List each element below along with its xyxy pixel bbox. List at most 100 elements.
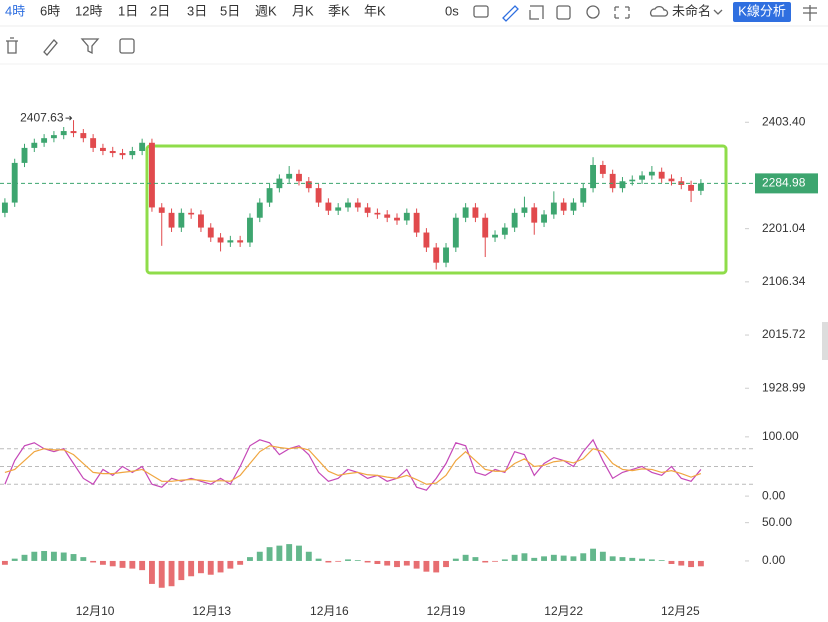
candle-body xyxy=(99,147,106,151)
candle-body xyxy=(315,188,322,203)
histogram-bar xyxy=(492,560,498,562)
histogram-bar xyxy=(119,560,126,568)
interval-tab[interactable]: 季K xyxy=(328,3,350,18)
interval-tab[interactable]: 6時 xyxy=(40,3,60,18)
candle-body xyxy=(492,234,498,238)
y-tick-label: 2015.72 xyxy=(762,327,806,341)
histogram-bar xyxy=(207,560,214,575)
candle-body xyxy=(384,214,391,218)
histogram-bar xyxy=(247,557,253,561)
candle-body xyxy=(325,202,332,211)
candle-body xyxy=(139,142,146,151)
candle-body xyxy=(423,232,430,248)
candle-body xyxy=(590,164,596,189)
y-tick-label: 0.00 xyxy=(762,553,786,567)
x-tick-label: 12月16 xyxy=(310,604,349,618)
histogram-bar xyxy=(90,560,97,563)
candle-body xyxy=(580,188,587,203)
candle-body xyxy=(237,240,244,243)
interval-tab[interactable]: 3日 xyxy=(187,3,207,18)
candle-body xyxy=(482,217,489,238)
interval-tab[interactable]: 12時 xyxy=(75,3,102,18)
layout-name[interactable]: 未命名 xyxy=(672,3,711,18)
camera-icon[interactable] xyxy=(473,5,489,18)
y-tick-label: 2403.40 xyxy=(762,114,806,128)
histogram-bar xyxy=(237,560,244,565)
candle-body xyxy=(296,173,302,182)
histogram-bar xyxy=(286,544,293,561)
x-tick-label: 12月25 xyxy=(661,604,700,618)
scroll-handle[interactable] xyxy=(822,322,828,360)
filter-icon[interactable] xyxy=(80,38,100,55)
high-label: 2407.63 xyxy=(20,110,64,124)
candle-body xyxy=(599,164,606,174)
crop-icon[interactable] xyxy=(529,5,544,20)
edit-icon[interactable] xyxy=(119,38,135,54)
histogram-bar xyxy=(60,552,67,561)
cloud-icon[interactable] xyxy=(650,5,669,17)
histogram-bar xyxy=(325,560,332,563)
interval-tab[interactable]: 5日 xyxy=(220,3,240,18)
histogram-bar xyxy=(560,555,567,561)
histogram-bar xyxy=(541,556,547,561)
histogram-bar xyxy=(648,559,655,561)
histogram-bar xyxy=(570,556,577,561)
histogram-bar xyxy=(139,560,146,571)
timer[interactable]: 0s xyxy=(445,3,459,18)
candle-body xyxy=(354,202,361,208)
histogram-bar xyxy=(276,545,283,561)
chevron[interactable] xyxy=(713,9,723,15)
histogram-bar xyxy=(345,559,351,561)
histogram-bar xyxy=(619,557,626,561)
histogram-bar xyxy=(354,560,361,561)
pen-icon[interactable] xyxy=(502,5,519,22)
candle-body xyxy=(158,207,165,213)
candle-body xyxy=(335,207,342,211)
x-tick-label: 12月10 xyxy=(76,604,115,618)
interval-tab[interactable]: 年K xyxy=(364,3,386,18)
fullscreen-icon[interactable] xyxy=(614,6,630,19)
histogram-bar xyxy=(443,560,449,568)
histogram-bar xyxy=(413,560,420,569)
candle-body xyxy=(639,175,646,180)
x-tick-label: 12月19 xyxy=(427,604,466,618)
candle-body xyxy=(364,207,371,213)
add-icon[interactable] xyxy=(803,5,817,21)
histogram-bar xyxy=(599,551,606,561)
candle-body xyxy=(11,162,18,203)
histogram-bar xyxy=(99,560,106,565)
candle-body xyxy=(443,247,449,263)
interval-tab[interactable]: 1日 xyxy=(118,3,138,18)
interval-tab[interactable]: 2日 xyxy=(150,3,170,18)
histogram-bar xyxy=(217,560,224,573)
price-badge xyxy=(755,173,818,194)
candle-body xyxy=(697,183,704,191)
histogram-bar xyxy=(531,557,538,561)
magnet-icon[interactable] xyxy=(43,39,58,56)
settings-icon[interactable] xyxy=(586,5,600,19)
interval-tab[interactable]: 4時 xyxy=(5,3,25,18)
candle-body xyxy=(198,214,204,228)
histogram-bar xyxy=(149,560,155,584)
histogram-bar xyxy=(364,560,371,563)
candle-body xyxy=(511,212,518,228)
histogram-bar xyxy=(678,560,685,566)
candle-body xyxy=(168,212,175,228)
interval-tab[interactable]: 週K xyxy=(255,3,277,18)
histogram-bar xyxy=(697,560,704,567)
interval-tab[interactable]: 月K xyxy=(292,3,314,18)
histogram-bar xyxy=(266,547,273,561)
screenshot-icon[interactable] xyxy=(556,5,571,20)
histogram-bar xyxy=(374,560,381,565)
candle-body xyxy=(433,247,440,263)
candle-body xyxy=(286,173,293,179)
candle-body xyxy=(80,133,87,139)
candle-body xyxy=(1,202,8,213)
toolbar xyxy=(0,0,828,26)
histogram-bar xyxy=(433,560,440,573)
trash-icon[interactable] xyxy=(6,37,18,54)
histogram-bar xyxy=(21,554,28,561)
analysis-button-label[interactable]: K線分析 xyxy=(738,3,786,18)
y-tick-label: 0.00 xyxy=(762,488,786,502)
analysis-button[interactable] xyxy=(733,2,791,22)
